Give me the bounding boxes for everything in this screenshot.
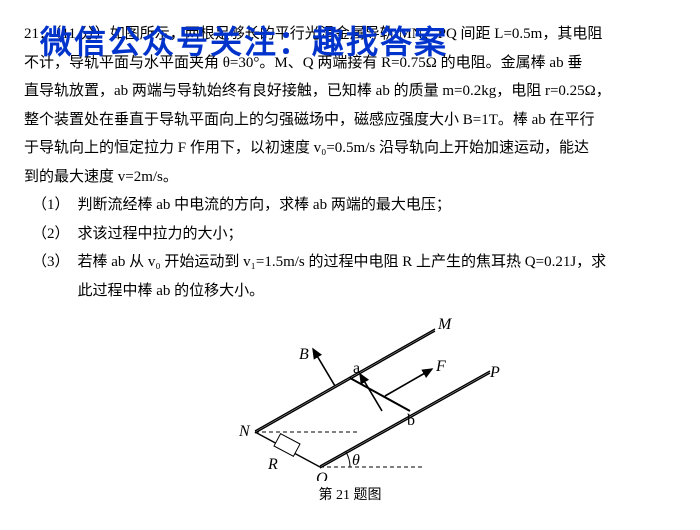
stem-line-5: 于导轨向上的恒定拉力 F 作用下，以初速度 v₀=0.5m/s 沿导轨向上开始加… bbox=[24, 140, 589, 156]
sub-text-3: 若棒 ab 从 v₀ 开始运动到 v₁=1.5m/s 的过程中电阻 R 上产生的… bbox=[78, 248, 676, 305]
subquestion-3: （3） 若棒 ab 从 v₀ 开始运动到 v₁=1.5m/s 的过程中电阻 R … bbox=[32, 248, 676, 305]
label-theta: θ bbox=[352, 452, 360, 469]
figure-caption: 第 21 题图 bbox=[24, 483, 676, 510]
angle-arc bbox=[346, 452, 350, 467]
sub-text-2: 求该过程中拉力的大小； bbox=[78, 220, 676, 249]
sub-text-3a: 若棒 ab 从 v₀ 开始运动到 v₁=1.5m/s 的过程中电阻 R 上产生的… bbox=[78, 254, 607, 270]
label-a: a bbox=[353, 360, 360, 377]
rail-pq-2 bbox=[320, 373, 490, 468]
label-r: R bbox=[267, 456, 278, 473]
watermark-overlay: 微信公众号关注：趣找答案 bbox=[40, 12, 448, 73]
figure-wrap: M N P Q B F R a b θ 第 21 题图 bbox=[24, 311, 676, 510]
stem-line-6: 到的最大速度 v=2m/s。 bbox=[24, 169, 178, 185]
stem-line-4: 整个装置处在垂直于导轨平面向上的匀强磁场中，磁感应强度大小 B=1T。棒 ab … bbox=[24, 112, 595, 128]
resistor-r bbox=[274, 434, 300, 457]
sub-num-2: （2） bbox=[32, 220, 78, 249]
rod-ab bbox=[350, 378, 410, 411]
sub-num-1: （1） bbox=[32, 191, 78, 220]
label-b-field: B bbox=[299, 346, 309, 363]
force-arrow-f bbox=[385, 369, 432, 396]
label-p: P bbox=[489, 364, 500, 381]
subquestion-2: （2） 求该过程中拉力的大小； bbox=[32, 220, 676, 249]
sub-text-3b: 此过程中棒 ab 的位移大小。 bbox=[78, 283, 265, 299]
physics-diagram: M N P Q B F R a b θ bbox=[200, 311, 500, 481]
stem-line-3: 直导轨放置，ab 两端与导轨始终有良好接触，已知棒 ab 的质量 m=0.2kg… bbox=[24, 83, 611, 99]
label-b-rod: b bbox=[407, 412, 415, 429]
label-n: N bbox=[238, 423, 251, 440]
sub-text-1: 判断流经棒 ab 中电流的方向，求棒 ab 两端的最大电压； bbox=[78, 191, 676, 220]
problem-21: 21．（11 分）如图所示，两根足够长的平行光滑金属导轨 MN、PQ 间距 L=… bbox=[24, 20, 676, 510]
field-arrow-b bbox=[313, 349, 335, 386]
label-m: M bbox=[437, 316, 453, 333]
field-arrow-b2 bbox=[360, 374, 382, 411]
sub-num-3: （3） bbox=[32, 248, 78, 305]
label-q: Q bbox=[316, 470, 328, 481]
label-f: F bbox=[435, 358, 446, 375]
subquestions: （1） 判断流经棒 ab 中电流的方向，求棒 ab 两端的最大电压； （2） 求… bbox=[24, 191, 676, 305]
subquestion-1: （1） 判断流经棒 ab 中电流的方向，求棒 ab 两端的最大电压； bbox=[32, 191, 676, 220]
